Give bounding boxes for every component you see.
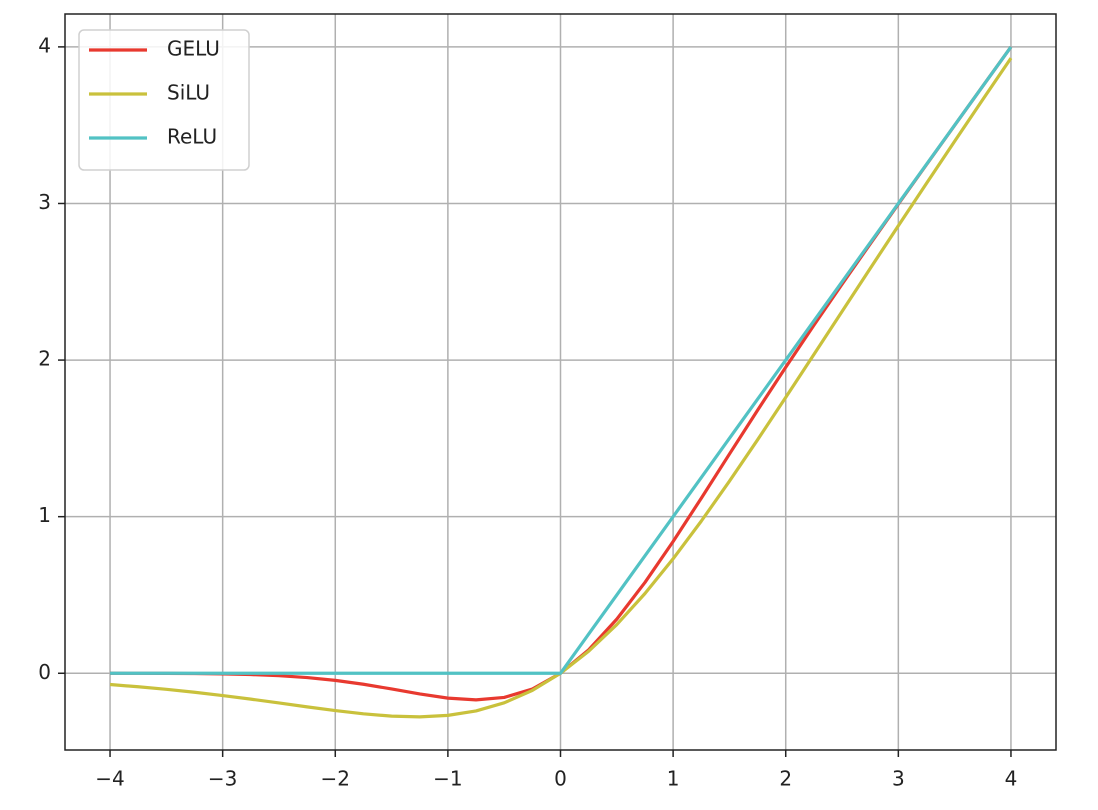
lines <box>109 45 1013 719</box>
x-tick-label: −2 <box>321 767 350 791</box>
x-tick-label: −3 <box>208 767 237 791</box>
legend-box <box>78 29 250 171</box>
x-tick-label: 4 <box>1005 767 1018 791</box>
y-tick-label: 4 <box>38 33 51 57</box>
x-tick-label: 2 <box>779 767 792 791</box>
series-line <box>110 45 1013 675</box>
legend-label: ReLU <box>167 125 217 149</box>
x-tick-label: −4 <box>95 767 124 791</box>
legend-label: GELU <box>167 37 220 61</box>
grid <box>65 14 1056 750</box>
x-tick-label: −1 <box>433 767 462 791</box>
x-tick-label: 3 <box>892 767 905 791</box>
y-tick-label: 0 <box>38 660 51 684</box>
y-tick-label: 1 <box>38 503 51 527</box>
legend-label: SiLU <box>167 81 210 105</box>
y-tick-label: 2 <box>38 347 51 371</box>
legend: GELU SiLU ReLU <box>78 29 250 171</box>
x-tick-label: 1 <box>667 767 680 791</box>
y-tick-label: 3 <box>38 190 51 214</box>
x-tick-label: 0 <box>554 767 567 791</box>
